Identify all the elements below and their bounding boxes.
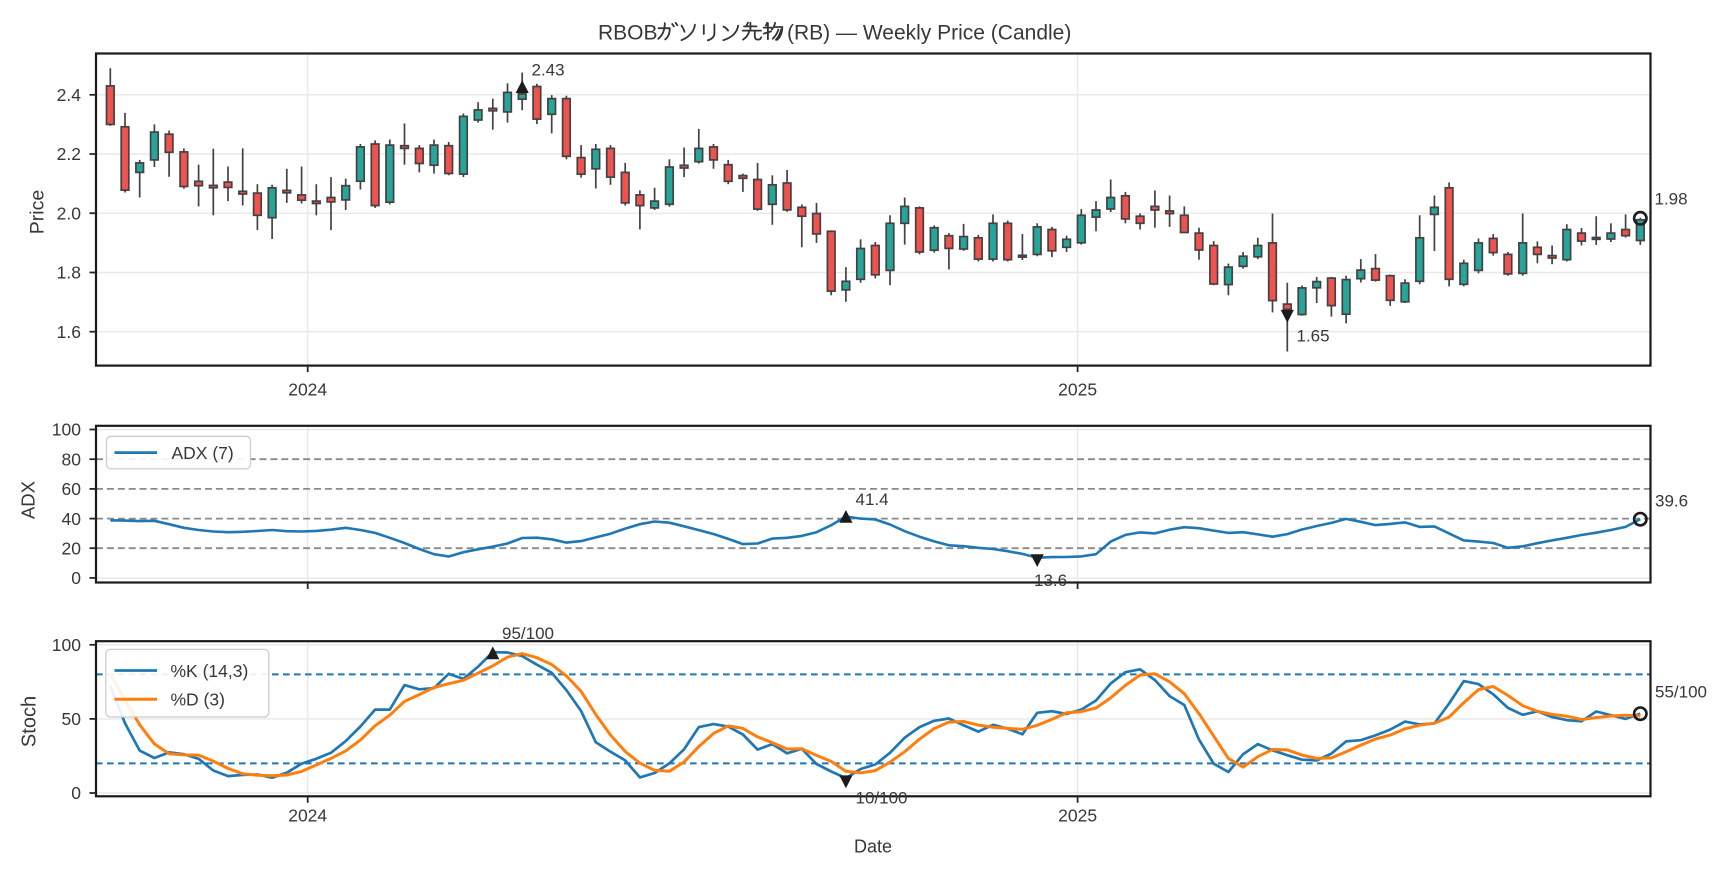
- svg-text:1.65: 1.65: [1297, 327, 1330, 346]
- svg-text:100: 100: [52, 635, 81, 655]
- svg-text:41.4: 41.4: [856, 490, 889, 509]
- svg-text:0: 0: [71, 568, 81, 588]
- svg-text:2.4: 2.4: [57, 85, 82, 105]
- svg-text:100: 100: [52, 420, 81, 440]
- svg-text:95/100: 95/100: [502, 624, 554, 643]
- svg-text:2.2: 2.2: [57, 144, 81, 164]
- svg-text:0: 0: [71, 783, 81, 803]
- svg-text:2025: 2025: [1058, 806, 1097, 826]
- svg-text:2.0: 2.0: [57, 203, 82, 223]
- svg-text:13.6: 13.6: [1034, 571, 1067, 590]
- svg-text:1.8: 1.8: [57, 263, 81, 283]
- svg-text:50: 50: [62, 709, 82, 729]
- svg-text:2024: 2024: [288, 380, 327, 400]
- svg-text:ADX (7): ADX (7): [172, 443, 234, 463]
- svg-text:2024: 2024: [288, 806, 327, 826]
- svg-text:80: 80: [62, 449, 82, 469]
- svg-text:20: 20: [62, 538, 82, 558]
- svg-text:60: 60: [62, 479, 82, 499]
- svg-text:Date: Date: [854, 837, 892, 857]
- svg-text:10/100: 10/100: [856, 789, 908, 808]
- svg-text:Price: Price: [27, 190, 49, 234]
- svg-text:(RB) — Weekly Price (Candle): (RB) — Weekly Price (Candle): [787, 22, 1071, 45]
- svg-text:1.98: 1.98: [1655, 190, 1688, 209]
- svg-text:%D (3): %D (3): [171, 690, 225, 710]
- svg-text:2025: 2025: [1058, 380, 1097, 400]
- svg-text:1.6: 1.6: [57, 322, 81, 342]
- svg-text:%K (14,3): %K (14,3): [171, 661, 249, 681]
- svg-text:Stoch: Stoch: [19, 696, 41, 747]
- svg-text:40: 40: [62, 509, 82, 529]
- svg-text:RBOB: RBOB: [598, 22, 658, 45]
- svg-text:39.6: 39.6: [1655, 492, 1688, 511]
- svg-text:55/100: 55/100: [1655, 683, 1707, 702]
- svg-text:2.43: 2.43: [532, 61, 565, 80]
- svg-text:ADX: ADX: [18, 481, 39, 519]
